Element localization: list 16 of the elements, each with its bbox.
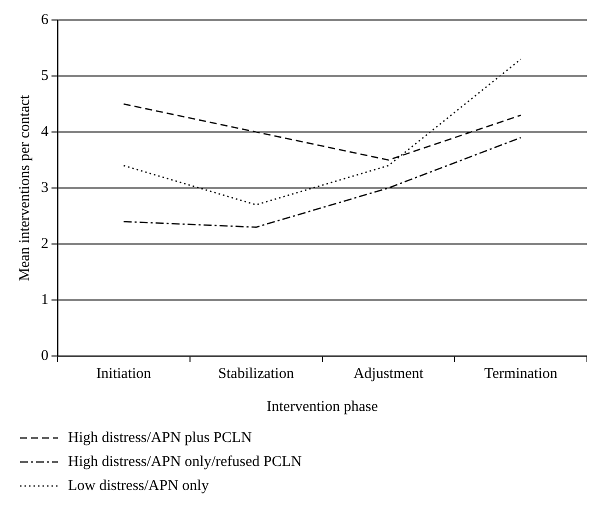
x-tick-label: Initiation	[96, 366, 152, 382]
x-tick-label: Stabilization	[218, 366, 294, 382]
legend-label: High distress/APN only/refused PCLN	[68, 454, 302, 470]
x-tick-label: Adjustment	[353, 366, 424, 382]
legend-label: High distress/APN plus PCLN	[68, 430, 252, 446]
legend-label: Low distress/APN only	[68, 478, 210, 494]
y-tick-label: 5	[41, 68, 48, 84]
y-tick-label: 4	[41, 124, 49, 140]
y-axis-title: Mean interventions per contact	[16, 94, 33, 282]
y-tick-label: 3	[41, 180, 48, 196]
x-axis-title: Intervention phase	[266, 398, 378, 415]
y-tick-label: 6	[41, 12, 49, 28]
x-tick-label: Termination	[484, 366, 558, 382]
y-tick-label: 0	[41, 348, 48, 364]
y-tick-label: 1	[41, 292, 48, 308]
y-tick-label: 2	[41, 236, 48, 252]
